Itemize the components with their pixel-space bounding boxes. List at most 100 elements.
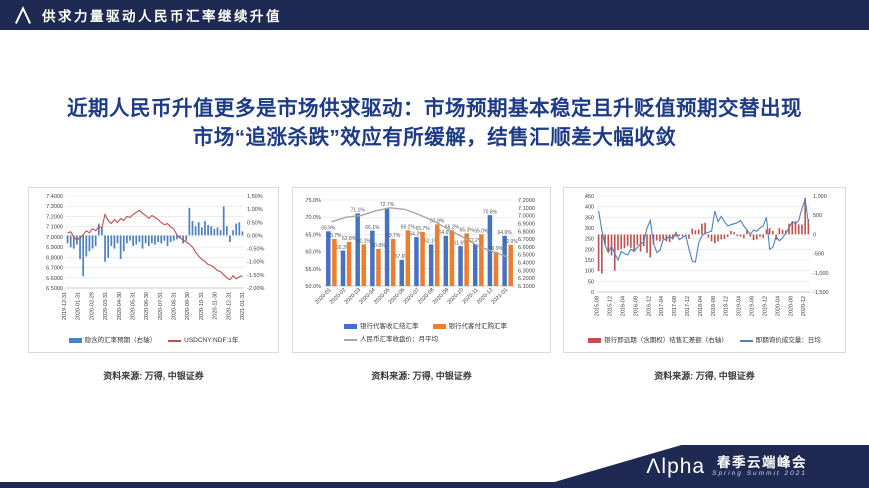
svg-text:2021-01: 2021-01 xyxy=(491,287,510,306)
chart-legend: 银行即远期（含期权）结售汇差额（右轴） 即期询价成交量：日均 xyxy=(564,336,845,346)
svg-text:-2.00%: -2.00% xyxy=(247,286,265,292)
svg-text:-1.00%: -1.00% xyxy=(247,260,265,266)
event-name-block: 春季云端峰会 Spring Summit 2021 xyxy=(712,456,807,477)
svg-text:1.50%: 1.50% xyxy=(247,194,263,200)
svg-text:7.2000: 7.2000 xyxy=(46,214,63,220)
svg-text:1.00%: 1.00% xyxy=(247,207,263,213)
x-axis-labels: 2020-012020-022020-032020-042020-052020-… xyxy=(314,287,509,306)
svg-text:0.50%: 0.50% xyxy=(247,220,263,226)
legend-label: 即期询价成交量：日均 xyxy=(755,337,821,344)
footer-logo: Λlpha 春季云端峰会 Spring Summit 2021 xyxy=(646,456,807,477)
axis-tick-labels: 4504003503002502001501005001,0005000-500… xyxy=(585,194,829,296)
svg-text:2020-08: 2020-08 xyxy=(788,296,794,316)
chart-panel-settlement-sale-rates: 75.0% 70.0% 65.0% 60.0% 55.0% 50.0% 7.2000 7.10… xyxy=(292,187,551,353)
legend-line-swatch xyxy=(344,338,357,341)
svg-text:2020-11-30: 2020-11-30 xyxy=(213,292,219,320)
header-bar: 供求力量驱动人民币汇率继续升值 xyxy=(0,0,869,30)
svg-text:2020-02-29: 2020-02-29 xyxy=(89,292,95,320)
svg-text:6.7000: 6.7000 xyxy=(46,266,63,272)
svg-text:450: 450 xyxy=(585,194,594,200)
svg-text:2018-12: 2018-12 xyxy=(724,296,730,316)
bar-series xyxy=(597,197,810,274)
svg-text:62.1%: 62.1% xyxy=(424,239,439,245)
svg-text:64.6%: 64.6% xyxy=(439,230,454,236)
svg-text:2019-04: 2019-04 xyxy=(737,296,743,316)
svg-text:2020-12: 2020-12 xyxy=(801,296,807,316)
legend-label: 隐含的汇率预期（右轴） xyxy=(84,337,157,344)
svg-text:50: 50 xyxy=(588,279,594,285)
svg-text:2020-01-31: 2020-01-31 xyxy=(76,292,82,320)
svg-text:7.2000: 7.2000 xyxy=(518,198,535,204)
line-series xyxy=(598,199,809,263)
svg-text:6.2000: 6.2000 xyxy=(518,276,535,282)
svg-text:66.2%: 66.2% xyxy=(401,225,416,231)
x-axis-labels: 2015-08 2015-12 2016-04 2016-08 2016-12 2017-… xyxy=(595,296,808,316)
svg-text:6.5000: 6.5000 xyxy=(46,286,63,292)
svg-text:57.6%: 57.6% xyxy=(395,254,410,260)
legend-label: 银行即远期（含期权）结售汇差额（右轴） xyxy=(604,337,728,344)
slide-title: 供求力量驱动人民币汇率继续升值 xyxy=(42,9,282,24)
svg-text:65.0%: 65.0% xyxy=(305,232,321,238)
svg-text:62.0%: 62.0% xyxy=(504,239,519,245)
legend-bar-swatch xyxy=(432,324,446,330)
legend-item: 隐含的汇率预期（右轴） xyxy=(68,336,157,346)
bar-series: 63.7%62.8% 62.1%60.8%63.7%66.2% 65.7%67.9%… xyxy=(327,219,518,286)
svg-text:500: 500 xyxy=(813,213,822,219)
svg-text:250: 250 xyxy=(585,237,594,243)
svg-text:2019-08: 2019-08 xyxy=(750,296,756,316)
svg-text:-1.50%: -1.50% xyxy=(247,273,265,279)
svg-text:150: 150 xyxy=(585,258,594,264)
svg-text:70.0%: 70.0% xyxy=(305,215,321,221)
svg-text:62.8%: 62.8% xyxy=(342,236,357,242)
legend-item: 银行即远期（含期权）结售汇差额（右轴） xyxy=(588,336,728,346)
source-note-3: 资料来源: 万得, 中银证券 xyxy=(654,371,755,381)
svg-text:0: 0 xyxy=(591,290,594,296)
alpha-triangle-icon xyxy=(15,5,31,24)
svg-text:7.1000: 7.1000 xyxy=(518,206,535,212)
svg-text:2021-01-31: 2021-01-31 xyxy=(240,292,246,320)
svg-text:6.6000: 6.6000 xyxy=(518,245,535,251)
svg-text:65.0%: 65.0% xyxy=(474,229,489,235)
svg-text:2018-04: 2018-04 xyxy=(698,296,704,316)
svg-text:400: 400 xyxy=(585,205,594,211)
alpha-logo-text: Λlpha xyxy=(646,455,706,478)
svg-text:2019-12: 2019-12 xyxy=(762,296,768,316)
svg-text:-1,500: -1,500 xyxy=(813,290,829,296)
gridlines xyxy=(597,195,810,293)
svg-text:6.7000: 6.7000 xyxy=(518,237,535,243)
event-name-cn: 春季云端峰会 xyxy=(717,455,807,470)
svg-text:6.9000: 6.9000 xyxy=(46,245,63,251)
legend-bar-swatch xyxy=(588,338,602,344)
svg-text:67.9%: 67.9% xyxy=(430,219,445,225)
legend-item: USDCNY:NDF:1年 xyxy=(168,336,238,346)
svg-text:62.2%: 62.2% xyxy=(468,238,483,244)
line-series xyxy=(67,209,243,281)
svg-text:2015-08: 2015-08 xyxy=(595,296,601,316)
legend-line-swatch xyxy=(168,339,182,342)
chart-legend: 隐含的汇率预期（右轴） USDCNY:NDF:1年 xyxy=(29,336,278,346)
svg-text:60.3%: 60.3% xyxy=(336,245,351,251)
legend-item: 人民币汇率收盘价：月平均 xyxy=(344,335,438,345)
svg-text:66.2%: 66.2% xyxy=(445,225,460,231)
svg-text:2017-04: 2017-04 xyxy=(659,296,665,316)
svg-text:200: 200 xyxy=(585,247,594,253)
svg-text:-500: -500 xyxy=(813,252,824,258)
legend-bar-swatch xyxy=(68,338,82,344)
svg-text:1,000: 1,000 xyxy=(813,194,827,200)
svg-text:7.0000: 7.0000 xyxy=(518,214,535,220)
svg-text:2020-12-31: 2020-12-31 xyxy=(226,292,232,320)
svg-text:75.0%: 75.0% xyxy=(305,198,321,204)
svg-text:2020-05-31: 2020-05-31 xyxy=(131,292,137,320)
svg-text:2020-06-30: 2020-06-30 xyxy=(144,292,150,320)
svg-text:7.0000: 7.0000 xyxy=(46,235,63,241)
legend-label: USDCNY:NDF:1年 xyxy=(184,337,239,344)
svg-text:6.8000: 6.8000 xyxy=(518,229,535,235)
svg-text:2015-12: 2015-12 xyxy=(608,296,614,316)
svg-text:63.7%: 63.7% xyxy=(386,233,401,239)
svg-text:7.3000: 7.3000 xyxy=(46,204,63,210)
svg-text:50.0%: 50.0% xyxy=(305,284,321,290)
svg-text:61.6%: 61.6% xyxy=(453,240,468,246)
svg-text:2020-04: 2020-04 xyxy=(775,296,781,316)
svg-text:7.1000: 7.1000 xyxy=(46,225,63,231)
chart-svg-1: 75.0% 70.0% 65.0% 60.0% 55.0% 50.0% 7.2000 7.10… xyxy=(305,198,535,306)
